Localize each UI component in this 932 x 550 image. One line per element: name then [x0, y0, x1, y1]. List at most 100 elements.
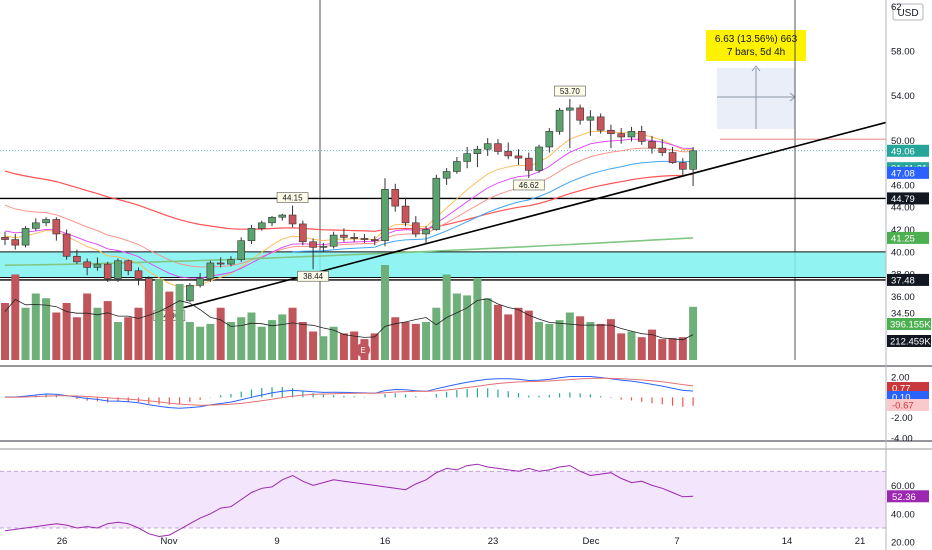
macd-tick: -2.00 [891, 413, 913, 424]
candle-body [11, 239, 20, 246]
volume-bar [196, 326, 205, 360]
price-label-box [297, 270, 329, 282]
candle [566, 99, 574, 149]
volume-bar [545, 323, 554, 360]
volume-bar [627, 331, 636, 360]
macd-pane[interactable] [4, 376, 694, 409]
price-tag [887, 231, 929, 244]
candle-body [247, 228, 256, 241]
candle-body [668, 152, 677, 163]
candle-body [196, 278, 204, 286]
candle-body [442, 171, 451, 179]
rsi-tick: 60.00 [891, 481, 915, 492]
earnings-marker [356, 343, 370, 357]
candle-body [52, 219, 61, 235]
candle [21, 226, 30, 248]
price-tick: 42.00 [891, 225, 915, 236]
volume-bar [103, 301, 112, 360]
price-tick: 46.00 [891, 180, 915, 191]
volume-bar [422, 322, 431, 360]
candle-body [278, 214, 287, 218]
candle [186, 283, 194, 303]
candle-body [658, 147, 667, 153]
price-tag [887, 273, 929, 286]
candle [453, 157, 461, 174]
candle-body [288, 214, 297, 225]
candle-body [299, 223, 307, 243]
price-label-text: 44.15 [283, 194, 304, 203]
candle [1, 231, 9, 246]
candle [381, 178, 389, 247]
volume-pane: E [1, 265, 698, 360]
candle-body [186, 284, 194, 302]
candle-body [114, 260, 122, 279]
volume-bar [21, 307, 30, 360]
rsi-tick: 40.00 [891, 509, 915, 520]
volume-bar [226, 322, 235, 360]
price-tick: 54.00 [891, 91, 915, 102]
volume-bar [576, 316, 585, 360]
candle [329, 231, 338, 249]
volume-bar [134, 307, 143, 360]
volume-bar [483, 298, 492, 360]
candle [93, 257, 102, 271]
candle-body [524, 157, 533, 171]
candle [11, 233, 20, 250]
volume-bar [535, 322, 544, 360]
candle [247, 225, 256, 245]
candle-body [268, 216, 276, 224]
candle-body [360, 238, 369, 240]
candle [83, 258, 91, 276]
volume-bar [237, 317, 246, 360]
candle-body [134, 270, 143, 279]
candle [535, 144, 543, 173]
price-tick: 62 [891, 2, 902, 13]
candle-body [637, 131, 646, 142]
candle [257, 220, 266, 231]
volume-bar [678, 337, 687, 360]
currency-badge[interactable]: USD [892, 3, 924, 21]
volume-bar [565, 312, 574, 360]
ema-50-line [4, 170, 694, 232]
candle [586, 110, 595, 136]
candle-body [617, 133, 626, 138]
price-tag [887, 192, 929, 205]
price-label: 44.15 [276, 192, 309, 203]
price-label-box [276, 192, 309, 203]
volume-bar [31, 293, 40, 360]
volume-bar [339, 333, 348, 360]
rsi-value-tag [887, 490, 929, 503]
candle [504, 142, 513, 160]
candle-body [206, 262, 215, 279]
price-label-box [512, 179, 545, 191]
volume-bar [52, 312, 61, 360]
volume-bar [309, 331, 318, 360]
volume-bar [268, 320, 277, 360]
volume-bar [247, 312, 256, 360]
candle [73, 249, 81, 265]
candle [473, 145, 482, 168]
candle-body [514, 155, 523, 159]
candle-body [103, 263, 112, 279]
volume-bar [298, 322, 307, 360]
candle-body [596, 116, 605, 131]
price-tag-label: 41.25 [891, 233, 915, 244]
candle [637, 125, 646, 145]
candle [299, 220, 307, 246]
candle-body [483, 143, 492, 150]
volume-bar [586, 322, 595, 360]
support-band [0, 251, 886, 278]
candle-body [309, 241, 317, 248]
x-axis-label: 9 [274, 536, 279, 547]
candle [617, 128, 626, 144]
candle-body [545, 131, 554, 148]
volume-bar [350, 331, 359, 360]
measure-tool[interactable]: 6.63 (13.56%) 663 7 bars, 5d 4h [706, 30, 806, 129]
earnings-marker-label: E [360, 346, 365, 355]
rsi-pane[interactable] [0, 463, 886, 538]
candle [319, 242, 328, 252]
x-axis-label: 7 [674, 536, 679, 547]
price-tag-label: 37.48 [891, 275, 915, 286]
x-axis-label: 21 [855, 536, 866, 547]
